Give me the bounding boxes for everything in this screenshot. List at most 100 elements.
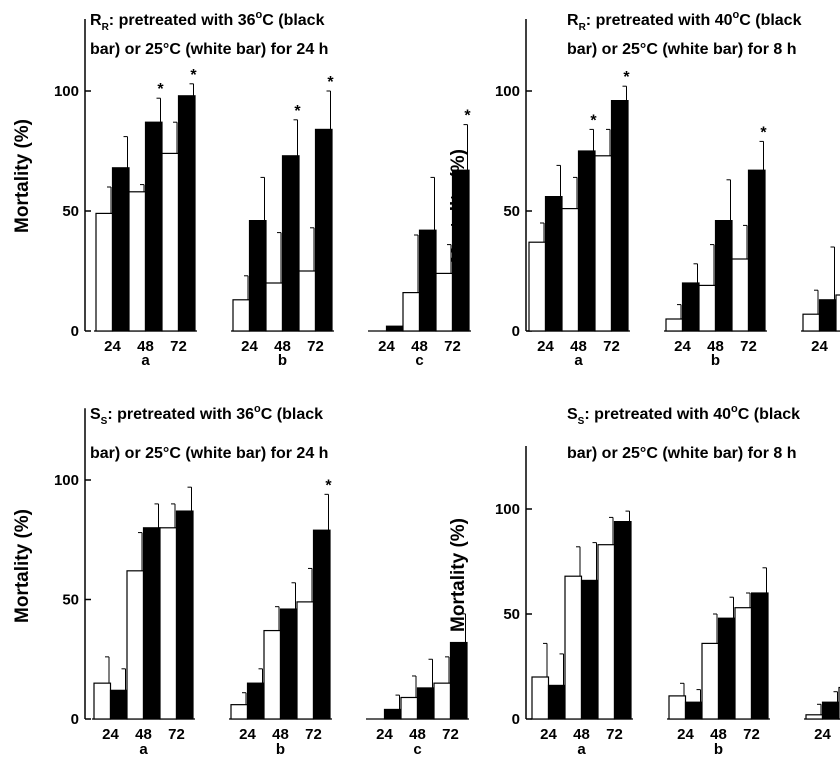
bar bbox=[698, 284, 717, 332]
title-degree: o bbox=[256, 9, 263, 21]
x-tick-label: 48 bbox=[710, 726, 727, 743]
bar bbox=[747, 169, 766, 332]
chart-title-line1: RR: pretreated with 36oC (black bbox=[90, 9, 325, 33]
chart-title-line1: SS: pretreated with 36oC (black bbox=[90, 403, 323, 427]
y-tick-label: 50 bbox=[62, 592, 79, 609]
bar bbox=[230, 704, 249, 720]
bar bbox=[528, 241, 547, 332]
bar bbox=[821, 701, 840, 720]
x-tick-label: 24 bbox=[102, 726, 119, 743]
title-prefix: R bbox=[90, 12, 102, 29]
bar bbox=[597, 544, 616, 720]
chart-title-line1: SS: pretreated with 40oC (black bbox=[567, 403, 800, 427]
x-tick-label: 48 bbox=[137, 338, 154, 355]
y-tick-label: 100 bbox=[54, 83, 79, 100]
y-tick-label: 0 bbox=[512, 323, 520, 340]
bar bbox=[383, 708, 402, 720]
significance-star: * bbox=[190, 67, 197, 84]
bar bbox=[577, 150, 596, 332]
title-rest: : pretreated with 40 bbox=[586, 12, 733, 29]
y-tick-label: 0 bbox=[71, 323, 79, 340]
bar bbox=[835, 294, 840, 332]
bar bbox=[613, 520, 632, 720]
x-tick-label: 24 bbox=[378, 338, 395, 355]
x-tick-label: 24 bbox=[104, 338, 121, 355]
bar bbox=[402, 292, 421, 332]
x-tick-label: 24 bbox=[540, 726, 557, 743]
x-tick-label: 48 bbox=[411, 338, 428, 355]
bar bbox=[451, 169, 470, 332]
bar bbox=[126, 570, 145, 720]
group-label: c bbox=[415, 352, 423, 369]
title-degree: o bbox=[733, 9, 740, 21]
y-axis-label: Mortality (%) bbox=[12, 119, 33, 233]
x-tick-label: 48 bbox=[573, 726, 590, 743]
bar bbox=[279, 608, 298, 720]
bar bbox=[714, 220, 733, 332]
significance-star: * bbox=[760, 124, 767, 141]
title-prefix: S bbox=[567, 406, 578, 423]
bar bbox=[805, 714, 824, 720]
x-tick-label: 48 bbox=[409, 726, 426, 743]
bar bbox=[731, 258, 750, 332]
title-subscript: S bbox=[578, 416, 585, 427]
bar bbox=[531, 676, 550, 720]
title-prefix: R bbox=[567, 12, 579, 29]
significance-star: * bbox=[294, 103, 301, 120]
title-prefix: S bbox=[90, 406, 101, 423]
bar bbox=[175, 510, 194, 720]
y-axis-label: Mortality (%) bbox=[12, 509, 33, 623]
y-tick-label: 0 bbox=[512, 711, 520, 728]
bar bbox=[142, 527, 161, 720]
bar bbox=[544, 196, 563, 332]
bar bbox=[232, 299, 251, 332]
bar bbox=[610, 99, 629, 332]
bar bbox=[717, 617, 736, 720]
x-tick-label: 48 bbox=[135, 726, 152, 743]
bar bbox=[93, 682, 112, 720]
bar bbox=[418, 229, 437, 332]
x-tick-label: 24 bbox=[674, 338, 691, 355]
title-subscript: S bbox=[101, 416, 108, 427]
x-tick-label: 72 bbox=[743, 726, 760, 743]
x-tick-label: 24 bbox=[376, 726, 393, 743]
bar bbox=[263, 629, 282, 720]
bar bbox=[433, 682, 452, 720]
bar bbox=[665, 318, 684, 332]
x-tick-label: 48 bbox=[570, 338, 587, 355]
x-tick-label: 24 bbox=[811, 338, 828, 355]
bar bbox=[177, 95, 196, 332]
y-tick-label: 50 bbox=[503, 606, 520, 623]
bar bbox=[111, 167, 130, 332]
bar bbox=[701, 642, 720, 720]
x-tick-label: 72 bbox=[606, 726, 623, 743]
bar bbox=[681, 282, 700, 332]
bar bbox=[296, 601, 315, 720]
bar bbox=[594, 155, 613, 332]
y-tick-label: 50 bbox=[503, 203, 520, 220]
y-tick-label: 100 bbox=[54, 472, 79, 489]
x-tick-label: 72 bbox=[307, 338, 324, 355]
bar bbox=[95, 212, 114, 332]
x-tick-label: 24 bbox=[239, 726, 256, 743]
chart-title-line2: bar) or 25°C (white bar) for 24 h bbox=[90, 41, 328, 58]
bar bbox=[312, 529, 331, 720]
chart-title-line2: bar) or 25°C (white bar) for 24 h bbox=[90, 445, 328, 462]
bar bbox=[750, 592, 769, 720]
significance-star: * bbox=[623, 69, 630, 86]
bar bbox=[449, 641, 468, 720]
title-end: C (black bbox=[739, 12, 801, 29]
x-tick-label: 72 bbox=[305, 726, 322, 743]
bar bbox=[435, 272, 454, 332]
group-label: a bbox=[574, 352, 583, 369]
x-tick-label: 24 bbox=[241, 338, 258, 355]
title-end: C (black bbox=[262, 12, 324, 29]
group-label: a bbox=[577, 741, 586, 758]
bar bbox=[385, 325, 404, 332]
bar bbox=[684, 701, 703, 720]
x-tick-label: 72 bbox=[168, 726, 185, 743]
bar bbox=[298, 270, 317, 332]
bar bbox=[668, 695, 687, 720]
